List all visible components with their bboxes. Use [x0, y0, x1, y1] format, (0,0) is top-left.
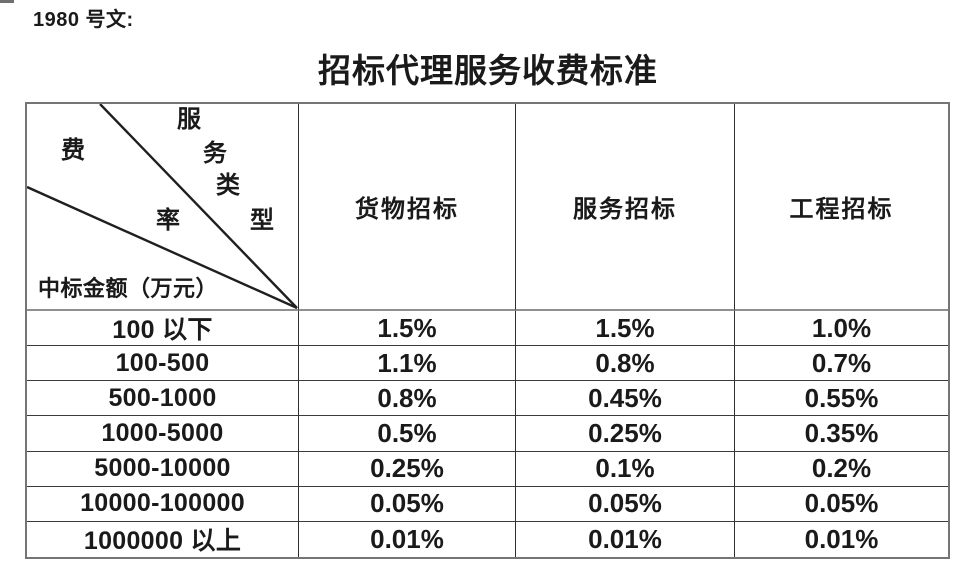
rate-value: 0.5%	[299, 416, 516, 452]
page-title: 招标代理服务收费标准	[318, 54, 658, 90]
page-edge-artifact	[0, 0, 14, 3]
row-label: 10000-100000	[27, 486, 299, 522]
corner-label-service-type-char: 类	[216, 173, 240, 199]
rate-value: 0.55%	[735, 381, 948, 417]
rate-value: 0.8%	[516, 346, 735, 382]
rate-value: 0.2%	[735, 452, 948, 487]
rate-value: 1.0%	[735, 311, 948, 347]
rate-value: 0.01%	[516, 521, 735, 557]
row-label: 5000-10000	[27, 451, 299, 487]
column-header-goods-bidding: 货物招标	[299, 104, 516, 311]
column-header-service-bidding: 服务招标	[516, 104, 735, 311]
rate-value: 0.7%	[735, 346, 948, 382]
rate-value: 0.45%	[516, 381, 735, 417]
rate-value: 1.5%	[516, 311, 735, 347]
rate-value: 1.5%	[299, 311, 516, 347]
doc-number: 1980 号文:	[33, 9, 134, 31]
fee-standard-table: 服 务 类 型 费 率 中标金额（万元） 货物招标 服务招标 工程招标 100 …	[25, 102, 950, 559]
corner-label-service-type-char: 务	[203, 141, 227, 167]
row-label: 1000000 以上	[27, 521, 299, 557]
rate-value: 0.1%	[516, 451, 735, 487]
row-label: 100-500	[27, 346, 299, 382]
rate-value: 1.1%	[299, 346, 516, 382]
diagonal-divider-lines	[27, 104, 298, 309]
rate-value: 0.35%	[735, 416, 948, 452]
rate-value: 0.01%	[299, 521, 516, 557]
rate-value: 0.05%	[516, 486, 735, 522]
row-label: 500-1000	[27, 381, 299, 417]
row-axis-label: 中标金额（万元）	[38, 276, 219, 301]
corner-label-fee-rate-char: 费	[61, 138, 85, 164]
rate-value: 0.01%	[804, 523, 879, 554]
rate-value: 0.25%	[299, 451, 516, 487]
diagonal-header-cell: 服 务 类 型 费 率 中标金额（万元）	[27, 104, 299, 311]
rate-value: 0.05%	[735, 487, 948, 522]
column-header-works-bidding: 工程招标	[735, 104, 948, 311]
rate-value: 0.25%	[516, 416, 735, 452]
corner-label-service-type-char: 型	[250, 208, 274, 234]
row-label: 100 以下	[27, 311, 299, 347]
corner-label-service-type-char: 服	[177, 107, 201, 133]
rate-value: 0.8%	[299, 381, 516, 417]
corner-label-fee-rate-char: 率	[156, 208, 180, 234]
row-label: 1000-5000	[27, 416, 299, 452]
rate-value: 0.05%	[299, 486, 516, 522]
